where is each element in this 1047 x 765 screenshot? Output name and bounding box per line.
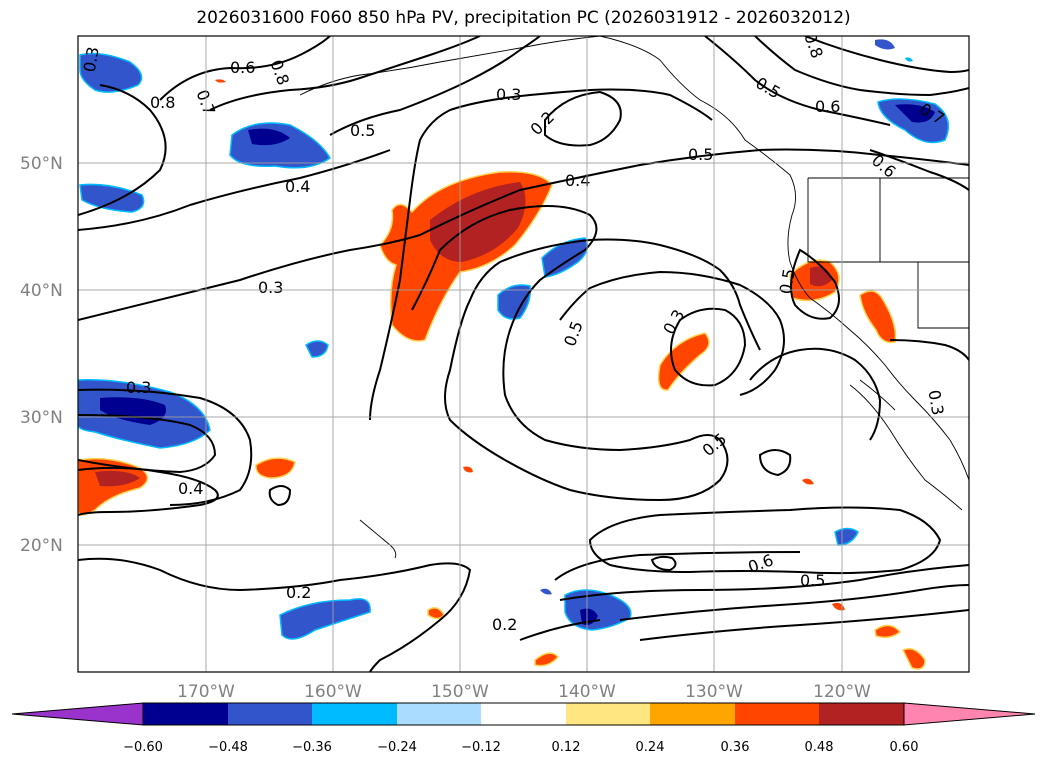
colorbar-bin	[312, 703, 397, 725]
colorbar-tick-label: −0.12	[461, 740, 501, 755]
longitude-labels: 170°W 160°W 150°W 140°W 130°W 120°W	[177, 682, 871, 702]
colorbar-tick-label: 0.12	[552, 740, 581, 755]
colorbar-bin	[228, 703, 312, 725]
contour-label: 0.2	[286, 583, 311, 602]
lon-label-140w: 140°W	[558, 682, 616, 702]
coastlines	[299, 36, 969, 559]
contour-label: 0.5	[688, 145, 713, 164]
contour-label: 0.3	[80, 45, 103, 73]
contour-label: 0.6	[230, 58, 255, 77]
colorbar-ticks: −0.60 −0.48 −0.36 −0.24 −0.12 0.12 0.24 …	[123, 740, 918, 755]
plot-title: 2026031600 F060 850 hPa PV, precipitatio…	[196, 8, 851, 28]
colorbar-max-extension	[903, 702, 1036, 726]
contour-label: 0.4	[565, 171, 590, 190]
lat-label-40n: 40°N	[20, 281, 63, 301]
contour-label: 0.3	[126, 378, 151, 397]
contour-label: 0.5	[776, 267, 799, 295]
colorbar-bin	[481, 703, 566, 725]
colorbar-tick-label: 0.24	[636, 740, 665, 755]
contour-label: 0.5	[350, 121, 375, 140]
colorbar-tick-label: 0.36	[721, 740, 750, 755]
contour-label: 0.3	[924, 388, 947, 416]
contour-label: 0.3	[496, 85, 521, 104]
contour-label: 0.8	[150, 93, 175, 112]
lon-label-150w: 150°W	[431, 682, 489, 702]
colorbar-bin	[735, 703, 819, 725]
map-background	[78, 36, 969, 672]
lat-label-20n: 20°N	[20, 536, 63, 556]
colorbar-tick-label: −0.60	[123, 740, 163, 755]
colorbar-tick-label: −0.24	[377, 740, 417, 755]
lat-label-30n: 30°N	[20, 408, 63, 428]
colorbar-bin	[566, 703, 650, 725]
pv-contours	[78, 36, 969, 672]
lon-label-160w: 160°W	[304, 682, 362, 702]
contour-label: 0.6	[815, 97, 840, 116]
colorbar-tick-label: −0.36	[292, 740, 332, 755]
colorbar-tick-label: 0.48	[805, 740, 834, 755]
lon-label-170w: 170°W	[177, 682, 235, 702]
contour-label: 0.2	[492, 615, 517, 634]
gridlines	[78, 36, 969, 672]
colorbar-min-extension	[11, 702, 144, 726]
colorbar-bin	[819, 703, 904, 725]
lat-label-50n: 50°N	[20, 154, 63, 174]
lon-label-130w: 130°W	[685, 682, 743, 702]
map-frame	[77, 35, 970, 673]
colorbar-bin	[650, 703, 735, 725]
latitude-labels: 50°N 40°N 30°N 20°N	[20, 154, 63, 556]
precipitation-fill	[78, 39, 950, 670]
lon-label-120w: 120°W	[813, 682, 871, 702]
colorbar-bin	[397, 703, 481, 725]
colorbar: −0.60 −0.48 −0.36 −0.24 −0.12 0.12 0.24 …	[11, 702, 1036, 755]
colorbar-tick-label: −0.48	[208, 740, 248, 755]
colorbar-outline	[142, 702, 905, 726]
colorbar-tick-label: 0.60	[890, 740, 919, 755]
contour-label: 0.5	[800, 571, 825, 590]
contour-label: 0.3	[258, 278, 283, 297]
contour-label: 0.4	[285, 177, 310, 196]
colorbar-bin	[143, 703, 228, 725]
contour-label: 0.4	[178, 479, 203, 498]
